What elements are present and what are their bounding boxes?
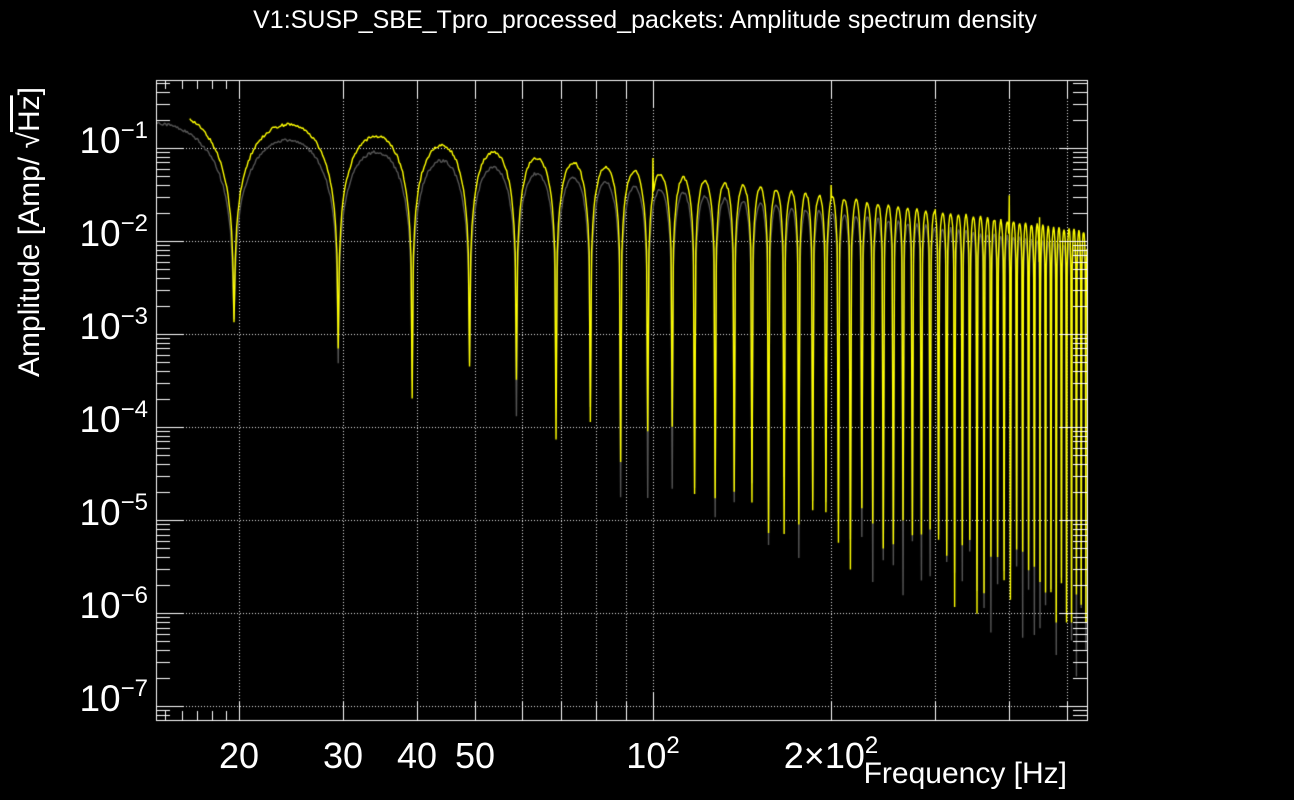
x-axis-title: Frequency [Hz] [863,757,1067,790]
y-axis-title: Amplitude [Amp/ √Hz] [13,87,46,377]
sqrt-radical-glyph: √ [13,132,46,149]
y-tick-label: 10−4 [79,396,148,440]
y-tick-label: 10−3 [79,303,148,347]
x-tick-label: 40 [396,735,438,776]
y-tick-label: 10−5 [79,489,148,533]
y-tick-label: 10−6 [79,582,148,626]
y-tick-label: 10−2 [79,210,148,254]
y-tick-label: 10−1 [79,117,148,161]
plot-title: V1:SUSP_SBE_Tpro_processed_packets: Ampl… [253,6,1037,34]
x-tick-label: 102 [626,732,680,776]
y-tick-label: 10−7 [79,675,148,719]
x-tick-label: 20 [218,735,260,776]
x-tick-label: 30 [322,735,364,776]
x-tick-label: 50 [454,735,496,776]
x-tick-label: 2×102 [783,732,879,776]
